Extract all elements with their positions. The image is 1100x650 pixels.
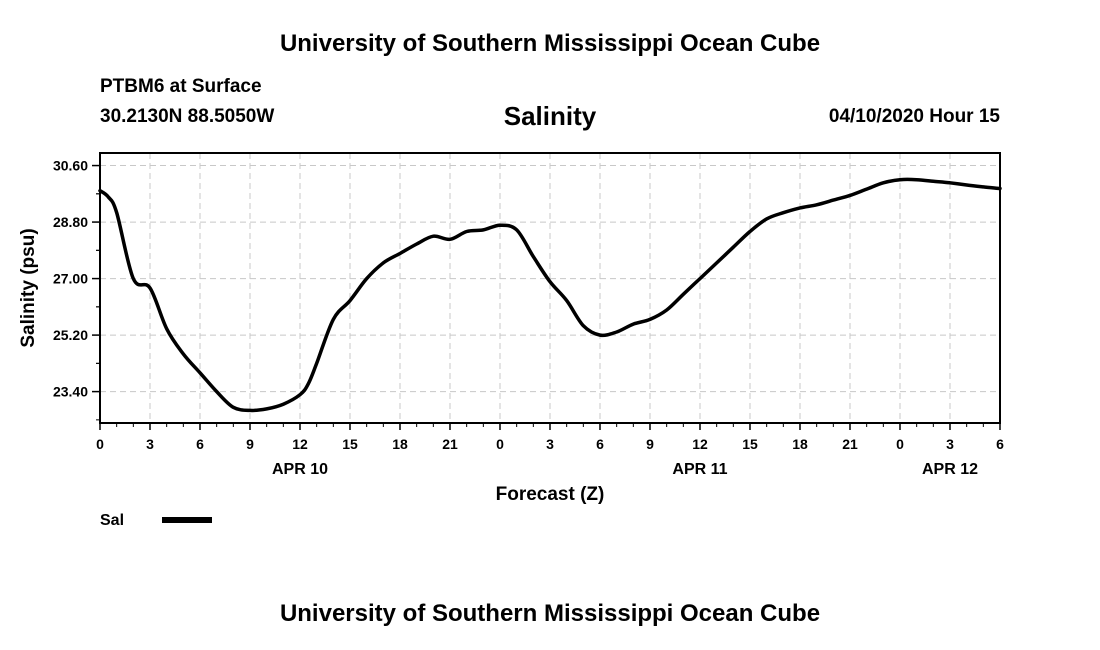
chart-title: Salinity xyxy=(503,101,597,131)
x-tick-label: 3 xyxy=(946,436,954,452)
coordinates-label: 30.2130N 88.5050W xyxy=(100,106,275,127)
y-tick-label: 23.40 xyxy=(53,384,88,400)
legend-label: Sal xyxy=(100,512,124,529)
x-tick-label: 0 xyxy=(496,436,504,452)
x-tick-label: 9 xyxy=(646,436,654,452)
x-axis-label: Forecast (Z) xyxy=(496,484,605,505)
x-tick-label: 18 xyxy=(792,436,808,452)
x-tick-label: 6 xyxy=(596,436,604,452)
x-tick-label: 6 xyxy=(196,436,204,452)
x-tick-label: 0 xyxy=(96,436,104,452)
axes: 0 3 6 9 12 15 18 21 0 3 6 9 12 15 18 21 0 3 6 APR 10 APR 11 A… xyxy=(53,158,1004,478)
y-tick-label: 30.60 xyxy=(53,158,88,174)
y-tick-label: 28.80 xyxy=(53,214,88,230)
x-tick-label: 21 xyxy=(842,436,858,452)
x-tick-label: 15 xyxy=(742,436,758,452)
y-tick-label: 25.20 xyxy=(53,327,88,343)
x-tick-label: 12 xyxy=(292,436,308,452)
x-tick-label: 9 xyxy=(246,436,254,452)
page-title: University of Southern Mississippi Ocean… xyxy=(279,30,821,57)
date-label: APR 11 xyxy=(672,461,727,478)
grid-lines xyxy=(100,153,1000,423)
x-tick-label: 3 xyxy=(146,436,154,452)
x-tick-label: 6 xyxy=(996,436,1004,452)
x-tick-label: 18 xyxy=(392,436,408,452)
x-tick-label: 0 xyxy=(896,436,904,452)
y-axis-label: Salinity (psu) xyxy=(18,228,39,347)
x-tick-label: 12 xyxy=(692,436,708,452)
footer-title: University of Southern Mississippi Ocean… xyxy=(279,600,821,627)
x-tick-label: 3 xyxy=(546,436,554,452)
date-label: APR 12 xyxy=(922,461,978,478)
date-label: APR 10 xyxy=(272,461,328,478)
series-line-sal xyxy=(98,177,1002,413)
y-tick-label: 27.00 xyxy=(53,271,88,287)
station-label: PTBM6 at Surface xyxy=(100,76,262,97)
datetime-label: 04/10/2020 Hour 15 xyxy=(828,106,1000,127)
x-tick-label: 21 xyxy=(442,436,458,452)
x-tick-label: 15 xyxy=(342,436,358,452)
